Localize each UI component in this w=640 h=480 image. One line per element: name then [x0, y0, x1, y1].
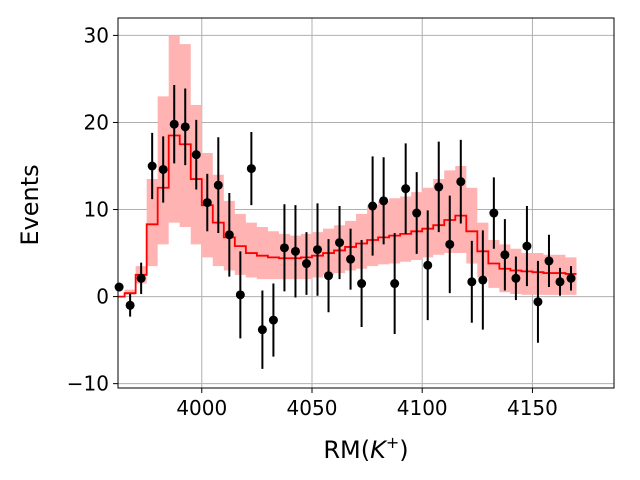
data-point: [346, 254, 356, 264]
data-point: [445, 239, 455, 249]
data-point: [566, 273, 576, 283]
model-line: [118, 134, 577, 298]
data-point: [335, 238, 345, 248]
data-point: [412, 208, 422, 218]
data-point: [180, 122, 190, 132]
data-point: [401, 184, 411, 194]
data-point: [202, 198, 212, 208]
data-point: [478, 275, 488, 285]
data-point: [224, 230, 234, 240]
data-point: [357, 279, 367, 289]
data-point: [301, 259, 311, 269]
data-point: [467, 277, 477, 287]
x-axis: 4000 4050 4100 4150: [176, 388, 558, 420]
data-point: [368, 201, 378, 211]
x-axis-title-sup: +: [386, 433, 399, 452]
data-point: [191, 150, 201, 160]
data-point: [147, 161, 157, 171]
data-point: [125, 300, 135, 310]
data-point: [511, 273, 521, 283]
x-axis-title: RM(K+): [323, 433, 408, 464]
data-point: [324, 271, 334, 281]
data-point: [213, 180, 223, 190]
data-points: [114, 85, 576, 369]
y-tick-label: 30: [84, 23, 109, 47]
y-tick-label: −10: [67, 372, 109, 396]
data-point: [423, 260, 433, 270]
x-tick-label: 4050: [287, 396, 338, 420]
data-point: [390, 279, 400, 289]
data-point: [544, 256, 554, 266]
y-axis-title: Events: [16, 164, 44, 245]
data-point: [434, 182, 444, 192]
data-point: [500, 250, 510, 260]
x-axis-title-var: K: [370, 436, 388, 464]
x-tick-label: 4150: [507, 396, 558, 420]
x-tick-label: 4000: [176, 396, 227, 420]
data-point: [268, 315, 278, 325]
data-point: [379, 196, 389, 206]
data-point: [279, 243, 289, 253]
data-point: [158, 164, 168, 174]
x-axis-title-end: ): [399, 436, 408, 464]
y-tick-label: 20: [84, 110, 109, 134]
data-point: [169, 119, 179, 129]
y-tick-label: 10: [84, 198, 109, 222]
uncertainty-band: [118, 35, 577, 297]
data-point: [456, 177, 466, 187]
data-point: [235, 290, 245, 300]
model-histogram: [118, 134, 577, 298]
plot-frame: [117, 17, 615, 389]
data-point: [313, 245, 323, 255]
data-point: [555, 277, 565, 287]
uncertainty-band-area: [118, 35, 577, 297]
data-point: [533, 297, 543, 307]
data-point: [489, 208, 499, 218]
data-point: [522, 241, 532, 251]
y-tick-label: 0: [96, 285, 109, 309]
y-axis: −10 0 10 20 30: [67, 23, 118, 396]
data-point: [136, 273, 146, 283]
data-point: [246, 164, 256, 174]
x-tick-label: 4100: [397, 396, 448, 420]
data-point: [114, 282, 124, 292]
x-axis-title-main: RM(: [323, 436, 370, 464]
data-point: [257, 325, 267, 335]
data-point: [290, 246, 300, 256]
